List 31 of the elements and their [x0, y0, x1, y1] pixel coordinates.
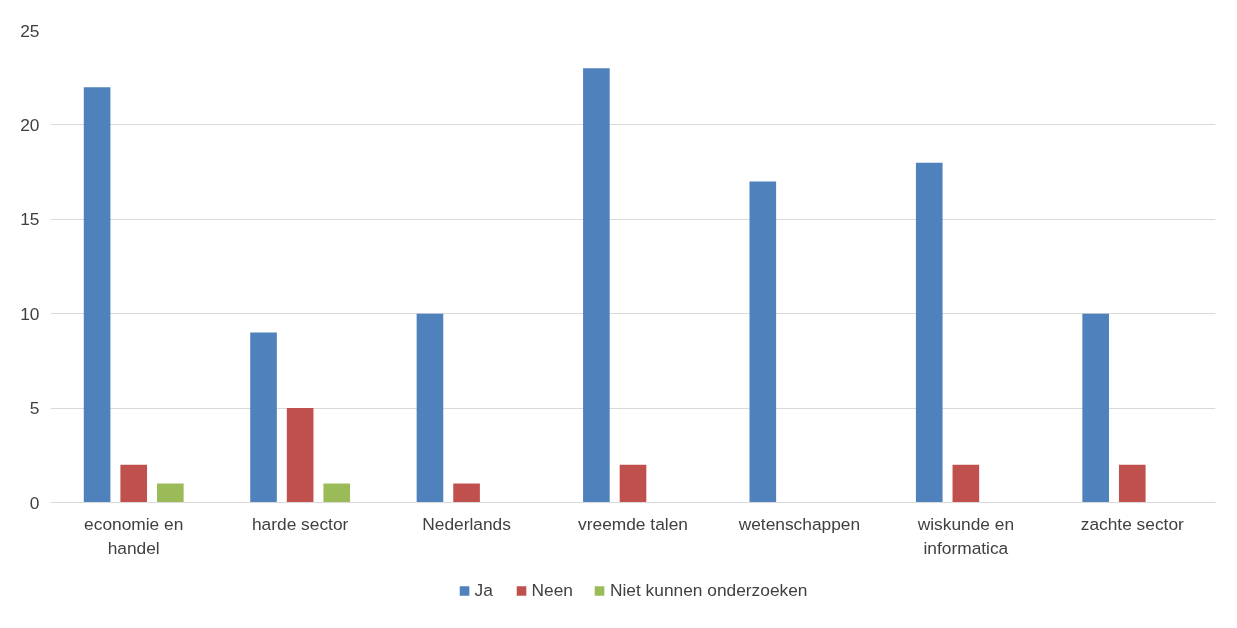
bar	[157, 483, 184, 503]
bar	[286, 408, 314, 503]
bar	[1118, 464, 1146, 503]
bar	[120, 464, 148, 503]
y-tick-label: 25	[20, 20, 40, 41]
bar	[250, 332, 277, 503]
legend-label: Neen	[531, 579, 573, 601]
bar	[1082, 313, 1109, 503]
bar	[83, 87, 111, 503]
bar	[453, 483, 480, 503]
y-tick-label: 0	[29, 492, 40, 513]
bar	[749, 181, 777, 503]
bar	[952, 464, 980, 503]
legend-label: Ja	[474, 579, 494, 601]
bar	[915, 162, 943, 503]
x-tick-label: economie en handel	[84, 513, 184, 558]
y-tick-label: 20	[20, 114, 40, 135]
y-tick-label: 10	[20, 303, 40, 324]
y-tick-label: 5	[29, 398, 40, 419]
bar	[323, 483, 351, 503]
x-tick-label: vreemde talen	[578, 513, 688, 534]
x-tick-label: wetenschappen	[737, 513, 861, 534]
bar	[619, 464, 647, 503]
x-tick-label: Nederlands	[422, 513, 512, 534]
bar	[416, 313, 444, 503]
x-tick-label: wiskunde en informatica	[916, 513, 1015, 558]
y-tick-label: 15	[20, 209, 40, 230]
legend-label: Niet kunnen onderzoeken	[609, 579, 808, 601]
x-tick-label: zachte sector	[1080, 513, 1185, 534]
x-tick-label: harde sector	[251, 513, 349, 534]
bar	[583, 68, 610, 503]
